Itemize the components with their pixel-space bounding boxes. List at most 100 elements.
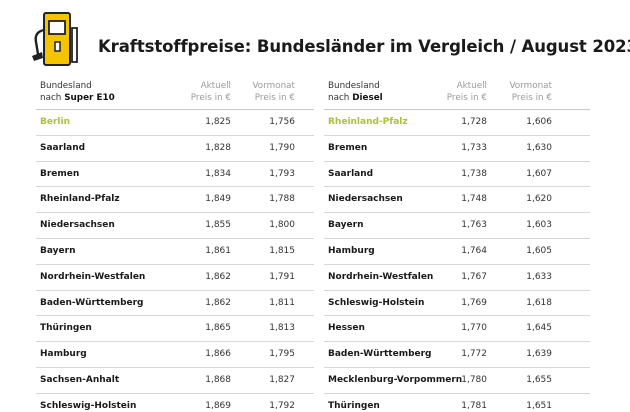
- current-price: 1,728: [461, 117, 487, 127]
- column-header-current: Aktuell Preis in €: [161, 81, 231, 104]
- state-name: Bayern: [40, 245, 76, 256]
- table-row: Saarland 1,828 1,790: [36, 136, 314, 162]
- current-price: 1,769: [461, 297, 487, 308]
- state-name: Saarland: [328, 168, 374, 179]
- column-header-state: Bundesland nach Diesel: [328, 81, 383, 104]
- current-price: 1,862: [205, 271, 231, 282]
- previous-price: 1,811: [269, 297, 295, 308]
- state-name: Thüringen: [328, 400, 380, 411]
- header-label-prefix: nach: [40, 92, 65, 103]
- table-body: Rheinland-Pfalz 1,728 1,606 Bremen 1,733 1,6…: [324, 110, 590, 412]
- state-name: Sachsen-Anhalt: [40, 374, 120, 385]
- column-header-previous: Vormonat Preis in €: [482, 81, 552, 104]
- state-name: Niedersachsen: [328, 194, 403, 205]
- previous-price: 1,639: [526, 349, 552, 360]
- previous-price: 1,645: [526, 323, 552, 334]
- previous-price: 1,605: [526, 245, 552, 256]
- header-unit: Preis in €: [446, 92, 487, 103]
- header-label: Aktuell: [456, 81, 487, 91]
- previous-price: 1,620: [526, 194, 552, 205]
- previous-price: 1,800: [269, 220, 295, 231]
- table-row: Mecklenburg-Vorpommern 1,780 1,655: [324, 368, 590, 394]
- state-name: Rheinland-Pfalz: [40, 194, 120, 205]
- previous-price: 1,756: [269, 117, 295, 127]
- table-row: Berlin 1,825 1,756: [36, 110, 314, 136]
- fuel-pump-icon: [32, 12, 78, 66]
- previous-price: 1,827: [269, 374, 295, 385]
- previous-price: 1,788: [269, 194, 295, 205]
- table-row: Bremen 1,733 1,630: [324, 136, 590, 162]
- table-row: Niedersachsen 1,748 1,620: [324, 187, 590, 214]
- table-row: Baden-Württemberg 1,772 1,639: [324, 342, 590, 368]
- state-name: Bremen: [40, 168, 80, 179]
- table-row: Hessen 1,770 1,645: [324, 316, 590, 343]
- current-price: 1,868: [205, 374, 231, 385]
- table-row: Bayern 1,861 1,815: [36, 239, 314, 265]
- super-e10-table: Bundesland nach Super E10 Aktuell Preis …: [36, 76, 314, 412]
- header-label: Aktuell: [200, 81, 231, 91]
- current-price: 1,862: [205, 297, 231, 308]
- table-row: Hamburg 1,866 1,795: [36, 342, 314, 368]
- table-row: Thüringen 1,865 1,813: [36, 316, 314, 343]
- current-price: 1,849: [205, 194, 231, 205]
- current-price: 1,866: [205, 349, 231, 360]
- header-label: Bundesland: [328, 81, 380, 91]
- table-row: Hamburg 1,764 1,605: [324, 239, 590, 265]
- state-name: Hamburg: [328, 245, 375, 256]
- table-header: Bundesland nach Diesel Aktuell Preis in …: [324, 76, 590, 110]
- state-name: Nordrhein-Westfalen: [40, 271, 146, 282]
- header-label: Vormonat: [252, 81, 295, 91]
- previous-price: 1,790: [269, 142, 295, 153]
- table-row: Niedersachsen 1,855 1,800: [36, 213, 314, 239]
- column-header-state: Bundesland nach Super E10: [40, 81, 115, 104]
- header-label: Bundesland: [40, 81, 92, 91]
- previous-price: 1,607: [526, 168, 552, 179]
- current-price: 1,828: [205, 142, 231, 153]
- current-price: 1,763: [461, 220, 487, 231]
- current-price: 1,780: [461, 374, 487, 385]
- table-row: Schleswig-Holstein 1,769 1,618: [324, 291, 590, 317]
- header-unit: Preis in €: [190, 92, 231, 103]
- table-row: Nordrhein-Westfalen 1,862 1,791: [36, 265, 314, 291]
- previous-price: 1,633: [526, 271, 552, 282]
- previous-price: 1,630: [526, 142, 552, 153]
- column-header-previous: Vormonat Preis in €: [225, 81, 295, 104]
- diesel-table: Bundesland nach Diesel Aktuell Preis in …: [324, 76, 590, 412]
- header-unit: Preis in €: [254, 92, 295, 103]
- table-row: Bremen 1,834 1,793: [36, 162, 314, 188]
- current-price: 1,869: [205, 400, 231, 411]
- table-header: Bundesland nach Super E10 Aktuell Preis …: [36, 76, 314, 110]
- current-price: 1,861: [205, 245, 231, 256]
- page-title: Kraftstoffpreise: Bundesländer im Vergle…: [98, 37, 630, 56]
- state-name: Nordrhein-Westfalen: [328, 271, 434, 282]
- state-name: Mecklenburg-Vorpommern: [328, 374, 463, 385]
- previous-price: 1,603: [526, 220, 552, 231]
- current-price: 1,825: [205, 117, 231, 127]
- state-name: Rheinland-Pfalz: [328, 117, 408, 127]
- previous-price: 1,792: [269, 400, 295, 411]
- current-price: 1,855: [205, 220, 231, 231]
- table-row: Bayern 1,763 1,603: [324, 213, 590, 239]
- table-row: Rheinland-Pfalz 1,728 1,606: [324, 110, 590, 136]
- table-row: Nordrhein-Westfalen 1,767 1,633: [324, 265, 590, 291]
- state-name: Schleswig-Holstein: [40, 400, 137, 411]
- state-name: Baden-Württemberg: [328, 349, 432, 360]
- header-unit: Preis in €: [511, 92, 552, 103]
- previous-price: 1,651: [526, 400, 552, 411]
- state-name: Thüringen: [40, 323, 92, 334]
- current-price: 1,733: [461, 142, 487, 153]
- header-label-prefix: nach: [328, 92, 353, 103]
- state-name: Baden-Württemberg: [40, 297, 144, 308]
- state-name: Hessen: [328, 323, 365, 334]
- table-body: Berlin 1,825 1,756 Saarland 1,828 1,790 Brem…: [36, 110, 314, 412]
- previous-price: 1,655: [526, 374, 552, 385]
- fuel-type-label: Super E10: [64, 92, 115, 103]
- page-header: Kraftstoffpreise: Bundesländer im Vergle…: [0, 0, 630, 70]
- previous-price: 1,795: [269, 349, 295, 360]
- current-price: 1,781: [461, 400, 487, 411]
- table-row: Schleswig-Holstein 1,869 1,792: [36, 394, 314, 412]
- current-price: 1,767: [461, 271, 487, 282]
- current-price: 1,764: [461, 245, 487, 256]
- fuel-type-label: Diesel: [352, 92, 383, 103]
- current-price: 1,738: [461, 168, 487, 179]
